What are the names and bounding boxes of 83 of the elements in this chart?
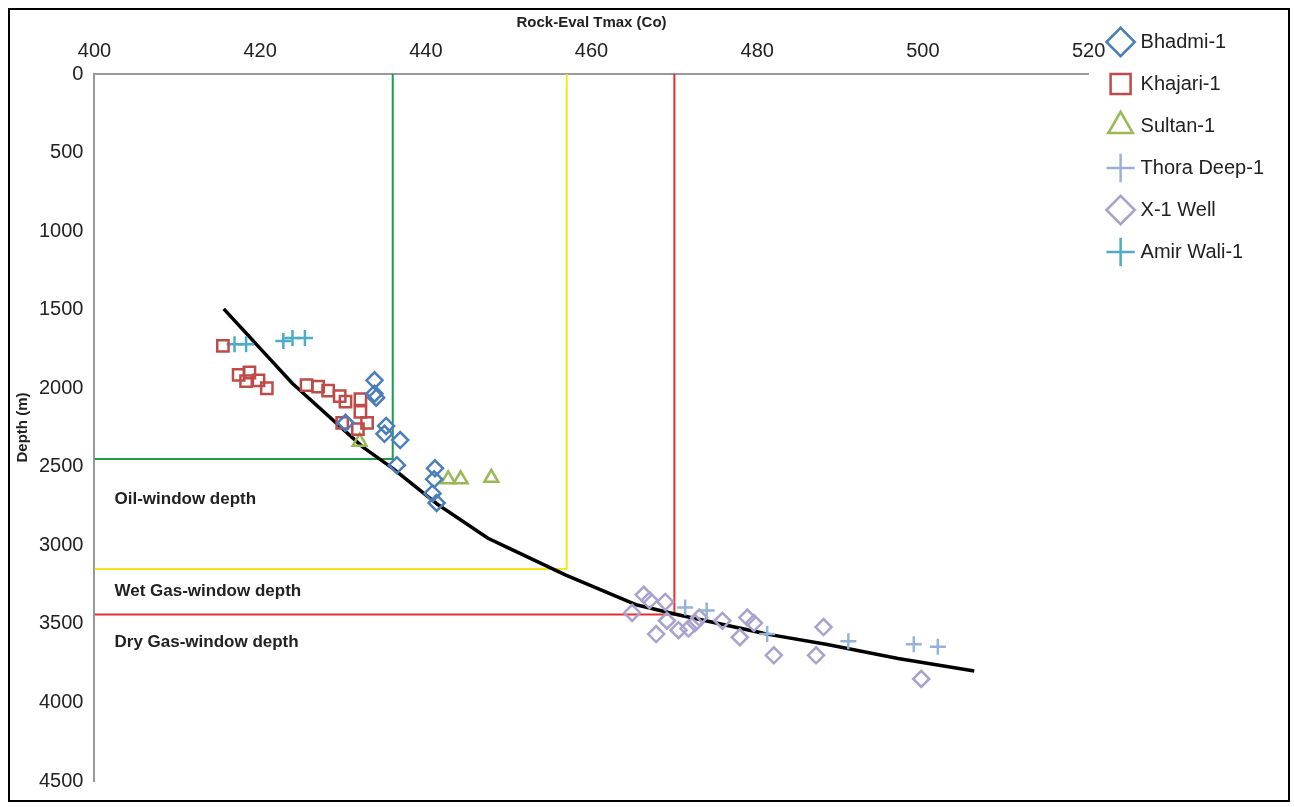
legend-label: Khajari-1 — [1140, 71, 1221, 94]
point — [365, 384, 384, 403]
point — [744, 613, 764, 633]
legend-label: Thora Deep-1 — [1140, 155, 1265, 178]
point — [646, 624, 666, 644]
x-tick-label: 520 — [1071, 38, 1106, 61]
point — [299, 378, 314, 392]
point — [427, 493, 446, 513]
point — [634, 585, 653, 605]
point — [912, 669, 931, 689]
y-axis-title: Depth (m) — [13, 392, 31, 463]
x-tick-label: 480 — [740, 38, 774, 61]
point — [483, 468, 500, 484]
point — [697, 601, 716, 620]
x-tick-label: 500 — [906, 38, 940, 61]
point — [425, 459, 445, 478]
y-tick-label: 3000 — [38, 532, 84, 555]
point — [353, 392, 368, 407]
point — [365, 371, 384, 390]
point — [338, 394, 353, 409]
point — [452, 470, 469, 485]
point — [360, 415, 374, 430]
point — [764, 646, 784, 665]
point — [366, 388, 386, 407]
y-tick-label: 0 — [72, 61, 84, 84]
x-tick-label: 440 — [409, 38, 443, 61]
point — [424, 470, 444, 489]
x-tick-label: 400 — [77, 38, 112, 61]
point — [321, 383, 336, 398]
point — [675, 598, 695, 617]
annotation: Dry Gas-window depth — [114, 632, 299, 652]
point — [640, 591, 659, 610]
point — [375, 424, 394, 444]
point — [295, 328, 315, 348]
point — [713, 611, 732, 630]
point — [236, 334, 256, 354]
x-axis-title: Rock-Eval Tmax (Co) — [516, 13, 667, 31]
y-tick-label: 2500 — [38, 454, 84, 477]
x-tick-label: 460 — [574, 38, 609, 61]
point — [239, 374, 253, 389]
point — [806, 646, 826, 665]
annotation: Oil-window depth — [114, 488, 257, 508]
legend-label: Bhadmi-1 — [1140, 29, 1227, 52]
point — [423, 484, 442, 503]
y-tick-label: 500 — [50, 140, 84, 163]
y-tick-label: 4500 — [38, 768, 84, 791]
point — [336, 413, 355, 433]
point — [904, 635, 924, 654]
point — [685, 613, 705, 633]
point — [730, 627, 750, 647]
y-tick-label: 4000 — [38, 689, 84, 712]
point — [353, 404, 368, 419]
x-tick-label: 420 — [243, 38, 277, 61]
point — [839, 631, 858, 651]
point — [390, 430, 410, 450]
legend-label: Sultan-1 — [1140, 113, 1216, 136]
point — [656, 592, 675, 612]
point — [387, 455, 407, 475]
point — [376, 416, 396, 436]
point — [440, 470, 457, 485]
point — [669, 620, 688, 640]
point — [274, 331, 293, 351]
point — [251, 373, 266, 388]
point — [215, 338, 230, 353]
annotation: Wet Gas-window depth — [114, 580, 302, 600]
point — [231, 367, 246, 382]
point — [242, 365, 257, 380]
y-tick-label: 2000 — [38, 375, 84, 398]
point — [657, 611, 677, 630]
point — [259, 381, 274, 396]
y-tick-label: 1500 — [38, 297, 84, 320]
y-tick-label: 3500 — [38, 611, 84, 634]
point — [814, 617, 833, 637]
point — [928, 637, 948, 656]
point — [622, 603, 642, 623]
legend-label: Amir Wali-1 — [1140, 239, 1244, 262]
point — [332, 389, 347, 403]
y-tick-label: 1000 — [38, 218, 84, 241]
point — [757, 624, 777, 644]
point — [738, 608, 757, 627]
point — [311, 379, 326, 394]
legend-label: X-1 Well — [1140, 197, 1216, 220]
point — [679, 619, 698, 638]
